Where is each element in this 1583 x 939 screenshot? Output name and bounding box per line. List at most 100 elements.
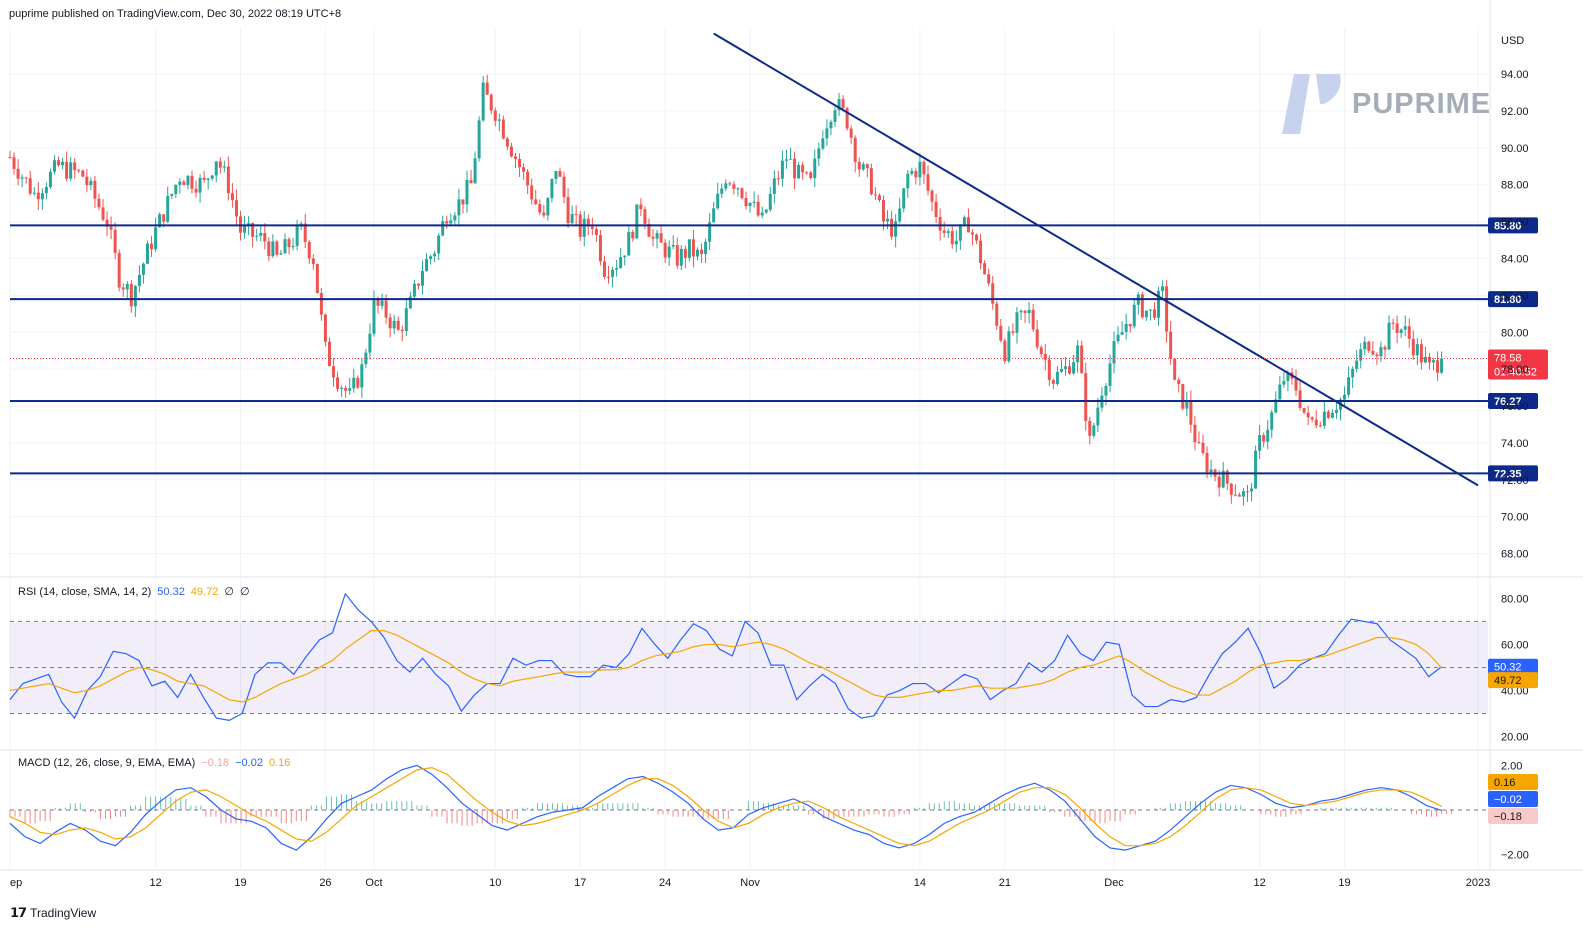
candle-body (1011, 331, 1015, 333)
candle-body (1132, 304, 1136, 327)
price-axis[interactable]: 68.00 70.00 72.00 74.00 76.00 78.00 80.00 82.00… (10, 35, 1538, 889)
candle-body (437, 235, 441, 254)
candle-body (1157, 290, 1161, 318)
candle-body (48, 171, 52, 188)
candle-body (1282, 380, 1286, 385)
rsi-legend[interactable]: RSI (14, close, SMA, 14, 2) 50.32 49.72 ∅ ∅ (18, 585, 250, 598)
candle-body (1096, 407, 1100, 426)
candle-body (352, 377, 356, 389)
candle-body (659, 233, 663, 243)
candle-body (752, 201, 756, 203)
rsi-value: 50.32 (157, 586, 185, 598)
candle-body (1395, 323, 1399, 333)
candle-body (1262, 435, 1266, 442)
candle-body (744, 198, 748, 207)
candle-body (267, 241, 271, 257)
candle-body (594, 228, 598, 235)
candle-body (1189, 400, 1193, 425)
time-tick-label: 21 (999, 877, 1011, 889)
candle-body (384, 300, 388, 318)
candle-body (24, 177, 28, 179)
candle-body (214, 161, 218, 176)
rsi-axis-label: 49.72 (1494, 675, 1522, 687)
macd-legend[interactable]: MACD (12, 26, close, 9, EMA, EMA) −0.18 −0… (18, 757, 290, 769)
candle-body (1161, 286, 1165, 291)
last-price-countdown: 01:40:52 (1494, 366, 1537, 378)
candle-body (926, 174, 930, 191)
candle-body (643, 209, 647, 224)
candle-body (869, 168, 873, 195)
candle-body (1318, 425, 1322, 427)
candle-body (562, 176, 566, 198)
candle-body (861, 164, 865, 170)
candle-body (918, 161, 922, 178)
candle-body (716, 193, 720, 209)
candle-body (675, 245, 679, 266)
candle-body (789, 158, 793, 160)
candle-body (457, 199, 461, 216)
candle-body (1322, 411, 1326, 426)
last-price-box (1488, 349, 1548, 380)
candle-body (344, 387, 348, 391)
candle-body (837, 99, 841, 111)
candle-body (655, 233, 659, 239)
price-tick-label: 78.00 (1501, 364, 1529, 376)
candle-body (635, 204, 639, 239)
time-tick-label: 12 (149, 877, 161, 889)
candle-body (198, 177, 202, 193)
candle-body (724, 183, 728, 189)
candle-body (178, 181, 182, 186)
tradingview-footer[interactable]: 𝟭𝟳 TradingView (10, 905, 96, 921)
candle-body (619, 257, 623, 268)
candle-body (52, 160, 56, 172)
candle-body (1330, 412, 1334, 418)
candle-body (1387, 322, 1391, 350)
rsi-axis-label: 50.32 (1494, 662, 1522, 674)
candle-body (392, 320, 396, 329)
candle-body (445, 221, 449, 224)
candle-body (1334, 409, 1338, 413)
candle-body (12, 157, 16, 169)
candle-body (97, 198, 101, 208)
rsi-axis-box (1488, 658, 1538, 675)
candle-body (327, 341, 331, 367)
macd-tick-label: −2.00 (1501, 850, 1529, 862)
candle-body (133, 285, 137, 307)
time-tick-label: 17 (574, 877, 586, 889)
candle-body (853, 137, 857, 162)
candle-body (558, 171, 562, 177)
candle-body (89, 180, 93, 186)
candle-body (574, 214, 578, 216)
candle-body (340, 387, 344, 389)
candle-body (230, 193, 234, 201)
candle-body (1124, 323, 1128, 333)
candle-body (376, 298, 380, 306)
rsi-axis-box (1488, 672, 1538, 689)
candle-body (319, 292, 323, 315)
candle-body (509, 146, 513, 157)
candle-body (1092, 425, 1096, 436)
candle-body (307, 241, 311, 259)
candle-body (813, 158, 817, 179)
candle-body (1229, 483, 1233, 495)
candle-body (683, 248, 687, 258)
candle-body (291, 245, 295, 248)
candle-body (1209, 469, 1213, 473)
candle-body (1278, 384, 1282, 400)
candle-body (85, 176, 89, 186)
macd-axis-box (1488, 808, 1538, 824)
candle-body (970, 232, 974, 235)
candle-body (332, 366, 336, 378)
time-tick-label: Oct (365, 877, 382, 889)
candle-body (105, 219, 109, 227)
candle-body (639, 204, 643, 210)
publish-info: puprime published on TradingView.com, De… (9, 8, 342, 20)
macd-axis-box (1488, 774, 1538, 790)
candle-body (1419, 344, 1423, 363)
candle-body (756, 201, 760, 216)
candle-body (1233, 494, 1237, 496)
candle-body (975, 234, 979, 241)
candle-body (570, 214, 574, 224)
candle-body (1201, 442, 1205, 453)
